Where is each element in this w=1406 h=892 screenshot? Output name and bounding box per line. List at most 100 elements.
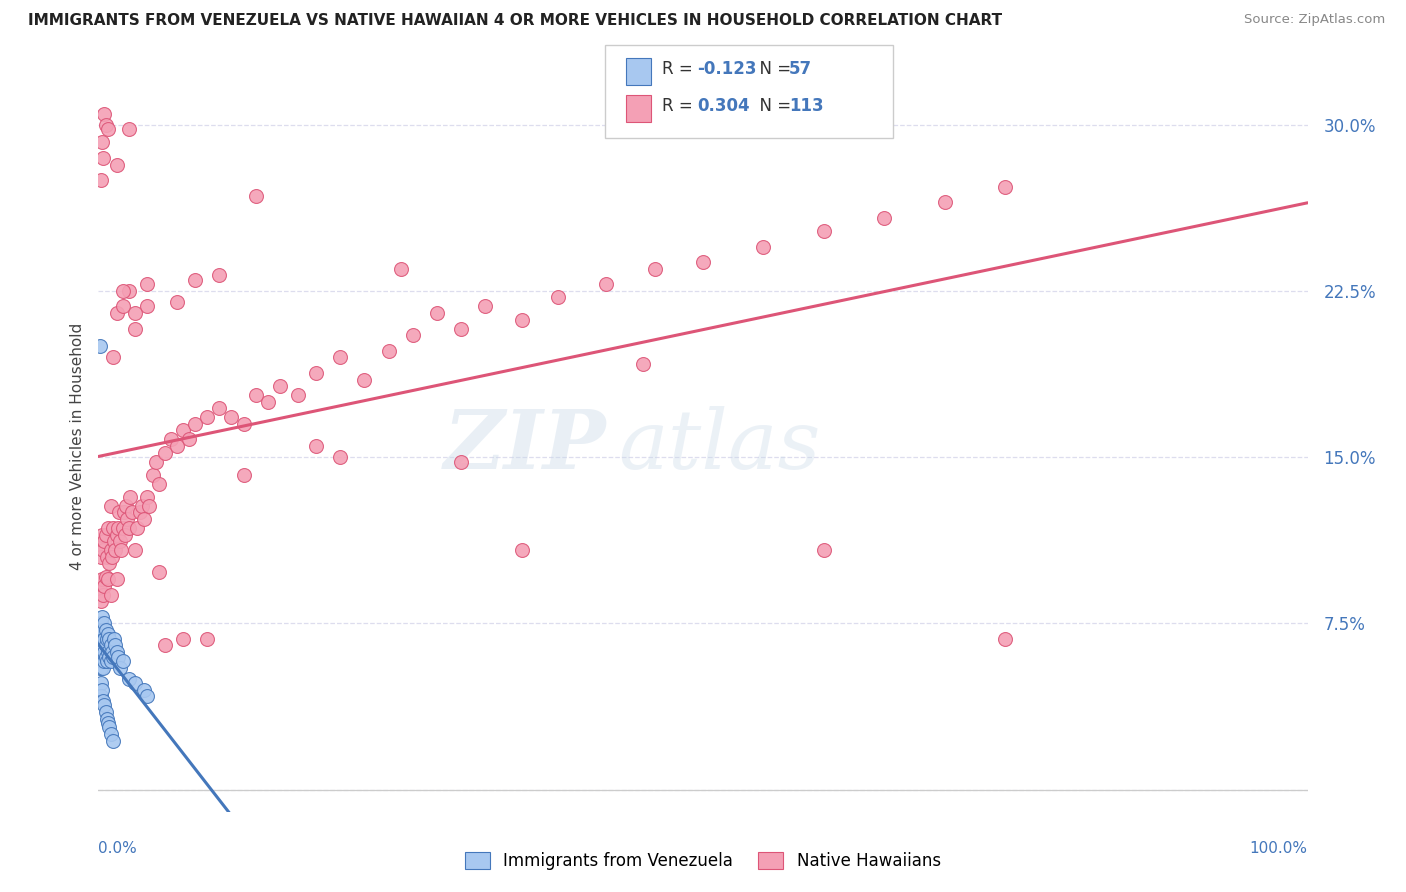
- Point: [138, 499, 160, 513]
- Point: [101, 649, 124, 664]
- Point: [98, 557, 121, 571]
- Point: [111, 654, 134, 668]
- Point: [108, 660, 131, 674]
- Point: [128, 506, 150, 520]
- Point: [752, 239, 775, 253]
- Point: [94, 705, 117, 719]
- Point: [329, 450, 352, 464]
- Point: [221, 410, 243, 425]
- Point: [93, 645, 115, 659]
- Point: [329, 351, 352, 365]
- Point: [111, 284, 134, 298]
- Text: 57: 57: [789, 60, 811, 78]
- Point: [245, 388, 267, 402]
- Point: [934, 195, 956, 210]
- Point: [269, 379, 291, 393]
- Point: [93, 579, 115, 593]
- Point: [100, 543, 122, 558]
- Point: [90, 649, 112, 664]
- Point: [91, 572, 114, 586]
- Point: [153, 445, 176, 459]
- Point: [172, 632, 194, 646]
- Point: [135, 490, 157, 504]
- Point: [91, 623, 114, 637]
- Point: [124, 543, 146, 558]
- Point: [90, 690, 112, 704]
- Point: [100, 587, 122, 601]
- Point: [245, 188, 267, 202]
- Point: [94, 570, 117, 584]
- Point: [148, 476, 170, 491]
- Point: [287, 388, 309, 402]
- Text: N =: N =: [749, 60, 797, 78]
- Point: [232, 417, 254, 431]
- Point: [547, 291, 569, 305]
- Point: [131, 499, 153, 513]
- Point: [97, 645, 120, 659]
- Text: 100.0%: 100.0%: [1250, 841, 1308, 856]
- Point: [94, 118, 117, 132]
- Point: [103, 632, 125, 646]
- Point: [89, 627, 111, 641]
- Text: R =: R =: [662, 60, 699, 78]
- Point: [153, 639, 176, 653]
- Point: [89, 660, 111, 674]
- Point: [108, 506, 131, 520]
- Point: [110, 543, 132, 558]
- Point: [90, 173, 112, 187]
- Point: [115, 499, 138, 513]
- Point: [121, 506, 143, 520]
- Point: [97, 122, 120, 136]
- Point: [90, 660, 112, 674]
- Point: [97, 716, 120, 731]
- Point: [93, 654, 115, 668]
- Point: [100, 549, 122, 564]
- Point: [96, 632, 118, 646]
- Text: Source: ZipAtlas.com: Source: ZipAtlas.com: [1244, 13, 1385, 27]
- Point: [118, 284, 141, 298]
- Point: [105, 527, 128, 541]
- Point: [97, 521, 120, 535]
- Point: [166, 439, 188, 453]
- Point: [118, 521, 141, 535]
- Legend: Immigrants from Venezuela, Native Hawaiians: Immigrants from Venezuela, Native Hawaii…: [458, 845, 948, 877]
- Point: [208, 401, 231, 416]
- Point: [305, 439, 328, 453]
- Point: [93, 616, 115, 631]
- Point: [90, 616, 112, 631]
- Point: [135, 299, 157, 313]
- Point: [91, 587, 114, 601]
- Text: IMMIGRANTS FROM VENEZUELA VS NATIVE HAWAIIAN 4 OR MORE VEHICLES IN HOUSEHOLD COR: IMMIGRANTS FROM VENEZUELA VS NATIVE HAWA…: [28, 13, 1002, 29]
- Point: [91, 682, 114, 697]
- Point: [184, 273, 207, 287]
- Point: [91, 639, 114, 653]
- Point: [124, 676, 146, 690]
- Point: [90, 676, 112, 690]
- Point: [91, 660, 114, 674]
- Text: 0.0%: 0.0%: [98, 841, 138, 856]
- Point: [91, 527, 114, 541]
- Point: [91, 623, 114, 637]
- Point: [134, 682, 156, 697]
- Point: [135, 690, 157, 704]
- Y-axis label: 4 or more Vehicles in Household: 4 or more Vehicles in Household: [69, 322, 84, 570]
- Text: ZIP: ZIP: [444, 406, 606, 486]
- Point: [644, 261, 666, 276]
- Point: [134, 512, 156, 526]
- Point: [114, 527, 136, 541]
- Point: [108, 534, 131, 549]
- Point: [98, 649, 121, 664]
- Point: [105, 306, 128, 320]
- Point: [97, 572, 120, 586]
- Point: [94, 623, 117, 637]
- Point: [89, 539, 111, 553]
- Point: [118, 490, 141, 504]
- Point: [179, 433, 201, 447]
- Point: [118, 122, 141, 136]
- Point: [90, 549, 112, 564]
- Point: [98, 632, 121, 646]
- Point: [172, 424, 194, 438]
- Point: [100, 727, 122, 741]
- Point: [91, 136, 114, 150]
- Point: [450, 454, 472, 468]
